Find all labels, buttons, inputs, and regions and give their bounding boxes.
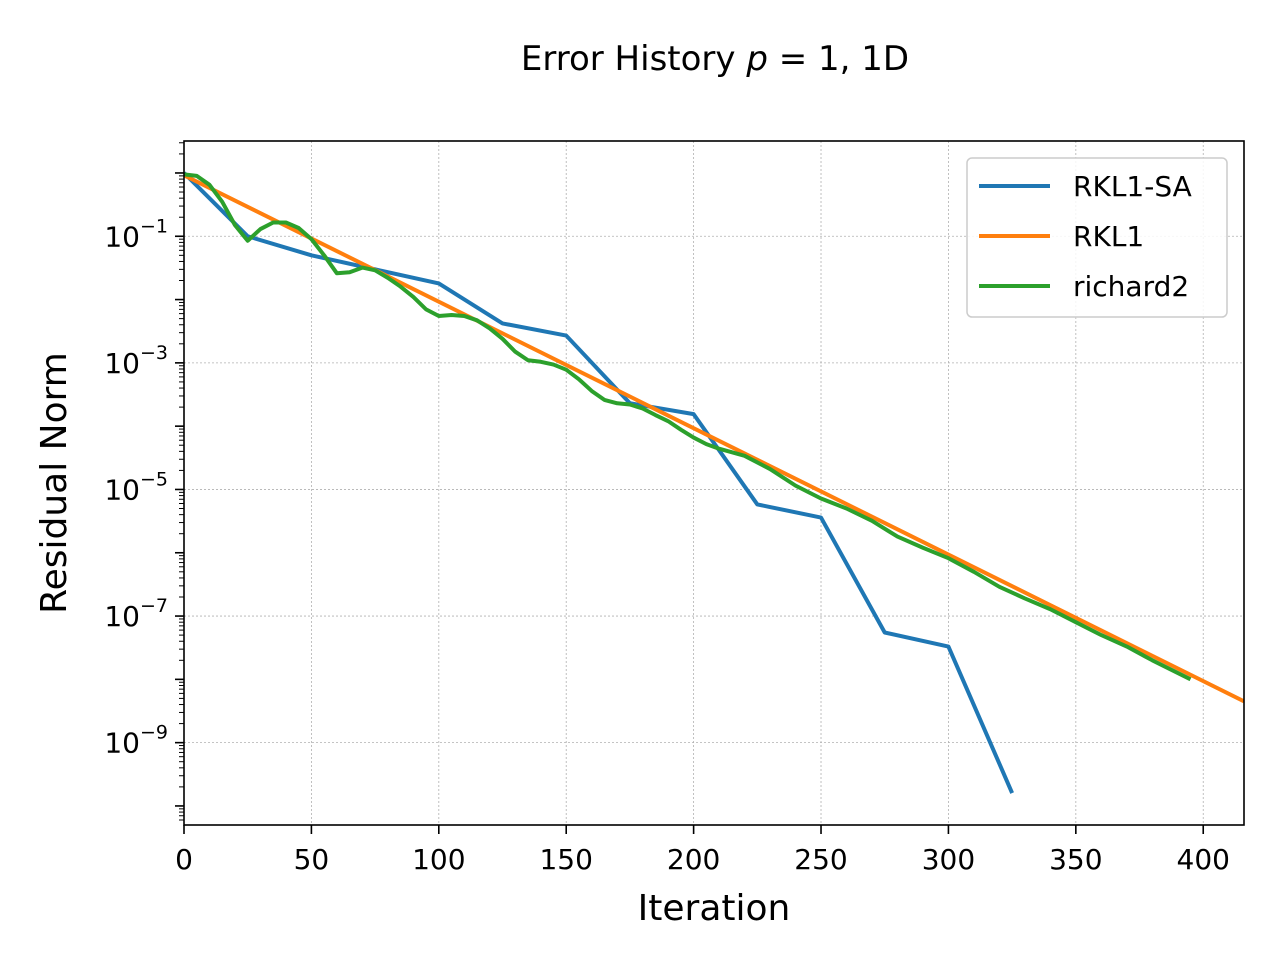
x-tick-label: 0 [175,843,193,876]
x-tick-label: 100 [412,843,465,876]
series-line-rkl1 [184,173,1244,704]
series-line-richard2 [184,172,1192,682]
grid [183,141,1244,825]
x-tick-label: 400 [1177,843,1230,876]
y-axis-label: Residual Norm [34,352,75,614]
y-axis-ticks: 10−1 10−3 10−5 10−7 10−9 [104,142,184,821]
x-tick-label: 50 [294,843,330,876]
series-line-rkl1-sa [184,171,1014,794]
legend-label-rkl1: RKL1 [1073,220,1144,253]
x-axis-label: Iteration [638,888,791,929]
x-tick-label: 300 [922,843,975,876]
x-tick-label: 200 [667,843,720,876]
chart-title: Error History p = 1, 1D [521,39,909,79]
legend-box [966,157,1228,318]
y-tick-label: 10−1 [104,215,168,253]
plot-frame [183,140,1245,826]
legend-label-rkl1-sa: RKL1-SA [1073,170,1192,203]
x-axis-ticks: 0 50 100 150 200 250 300 350 400 [175,825,1230,876]
legend-label-richard2: richard2 [1073,270,1189,303]
y-tick-label: 10−5 [104,468,168,506]
y-tick-label: 10−9 [104,722,168,760]
plot-series [184,171,1244,794]
legend: RKL1-SA RKL1 richard2 [966,157,1228,318]
x-tick-label: 350 [1049,843,1102,876]
y-tick-label: 10−7 [104,595,168,633]
x-tick-label: 250 [794,843,847,876]
x-tick-label: 150 [539,843,592,876]
y-tick-label: 10−3 [104,342,168,380]
